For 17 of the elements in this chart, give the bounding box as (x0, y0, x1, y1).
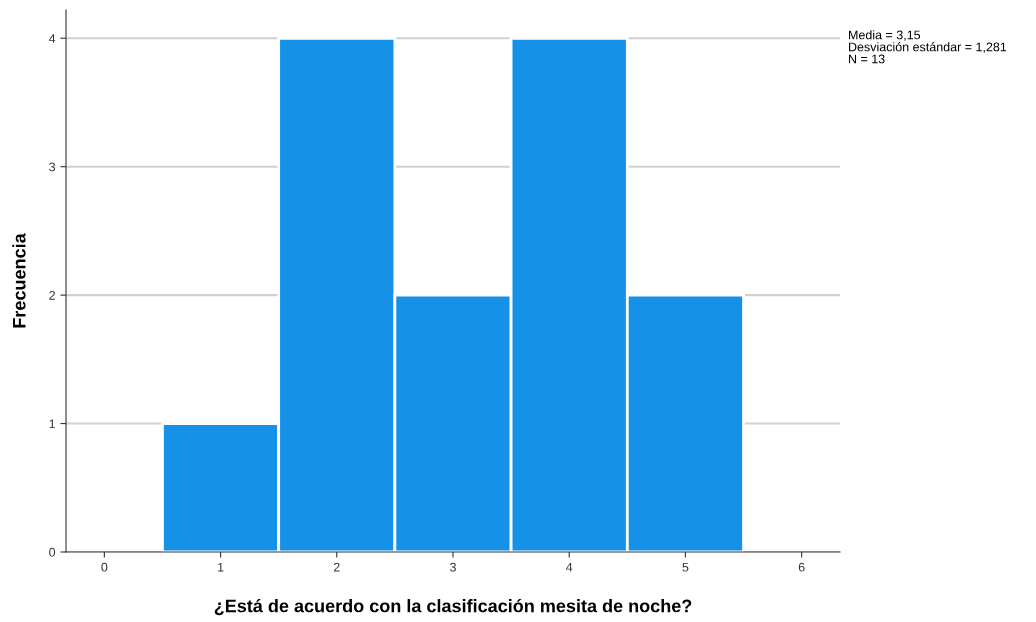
x-tick-label: 0 (101, 562, 108, 572)
x-tick-label: 3 (450, 562, 456, 572)
x-tick-label: 5 (682, 562, 689, 572)
y-axis-title: Frecuencia (12, 233, 26, 328)
y-tick-label: 2 (49, 290, 55, 300)
x-axis-title: ¿Está de acuerdo con la clasificación mesita de noche? (214, 598, 692, 616)
y-tick-label: 1 (49, 419, 55, 429)
x-tick-label: 2 (333, 562, 340, 572)
text: N = 13 (849, 54, 885, 64)
text: Desviación estándar = 1,281 (849, 42, 1007, 53)
x-tick-label: 6 (798, 562, 805, 572)
text: Media = 3,15 (849, 30, 921, 41)
y-tick-label: 0 (49, 547, 56, 557)
x-tick-label: 4 (566, 562, 573, 572)
x-tick-label: 1 (218, 562, 224, 572)
y-tick-label: 4 (48, 34, 56, 43)
y-tick-label: 3 (49, 162, 56, 172)
